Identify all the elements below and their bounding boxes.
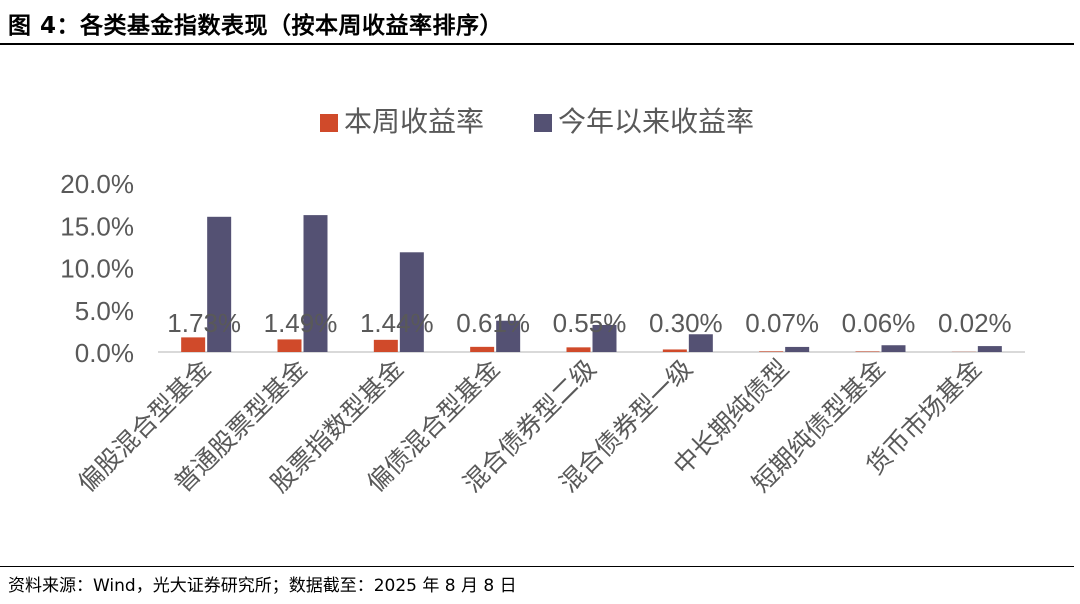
- y-tick-label: 20.0%: [60, 169, 134, 199]
- bar-weekly-return: [470, 346, 495, 352]
- bars: [181, 215, 1002, 352]
- bar-weekly-return: [662, 349, 687, 352]
- y-tick-label: 15.0%: [60, 211, 134, 241]
- bar-ytd-return: [303, 215, 328, 352]
- figure-title: 图 4：各类基金指数表现（按本周收益率排序）: [8, 13, 504, 39]
- y-tick-label: 10.0%: [60, 254, 134, 284]
- bar-ytd-return: [881, 345, 906, 352]
- y-tick-label: 0.0%: [75, 338, 134, 368]
- data-labels: 1.73% 1.49% 1.44% 0.61% 0.55% 0.30% 0.07% 0.06%…: [167, 308, 1011, 338]
- data-label-weekly: 1.49%: [264, 308, 338, 338]
- legend-ytd-label: 今年以来收益率: [558, 105, 754, 138]
- legend-ytd-swatch: [534, 114, 552, 132]
- bar-ytd-return: [977, 346, 1002, 352]
- source-note: 资料来源：Wind，光大证券研究所；数据截至：2025 年 8 月 8 日: [8, 576, 517, 596]
- bar-weekly-return: [855, 351, 880, 352]
- data-label-weekly: 0.30%: [649, 308, 723, 338]
- bar-weekly-return: [759, 351, 784, 352]
- bar-ytd-return: [688, 334, 713, 352]
- data-label-weekly: 0.61%: [456, 308, 530, 338]
- footer-divider: [0, 566, 1074, 567]
- y-tick-label: 5.0%: [75, 296, 134, 326]
- bar-ytd-return: [785, 346, 810, 352]
- data-label-weekly: 0.02%: [938, 308, 1012, 338]
- x-axis: 偏股混合型基金普通股票型基金股票指数型基金偏债混合型基金混合债券型二级混合债券型…: [72, 351, 1025, 498]
- legend: 本周收益率 今年以来收益率: [320, 105, 754, 138]
- data-label-weekly: 1.44%: [360, 308, 434, 338]
- bar-ytd-return: [207, 216, 232, 352]
- legend-weekly-swatch: [320, 114, 338, 132]
- bar-ytd-return: [592, 324, 617, 352]
- bar-weekly-return: [566, 347, 591, 352]
- data-label-weekly: 0.07%: [745, 308, 819, 338]
- bar-weekly-return: [373, 339, 398, 352]
- data-label-weekly: 0.06%: [842, 308, 916, 338]
- y-axis: 0.0% 5.0% 10.0% 15.0% 20.0%: [60, 169, 134, 368]
- legend-weekly-label: 本周收益率: [344, 105, 484, 138]
- title-divider: [0, 43, 1074, 45]
- data-label-weekly: 0.55%: [553, 308, 627, 338]
- data-label-weekly: 1.73%: [167, 308, 241, 338]
- bar-ytd-return: [496, 320, 521, 352]
- bar-weekly-return: [277, 339, 302, 352]
- bar-weekly-return: [181, 337, 206, 352]
- bar-ytd-return: [399, 252, 424, 352]
